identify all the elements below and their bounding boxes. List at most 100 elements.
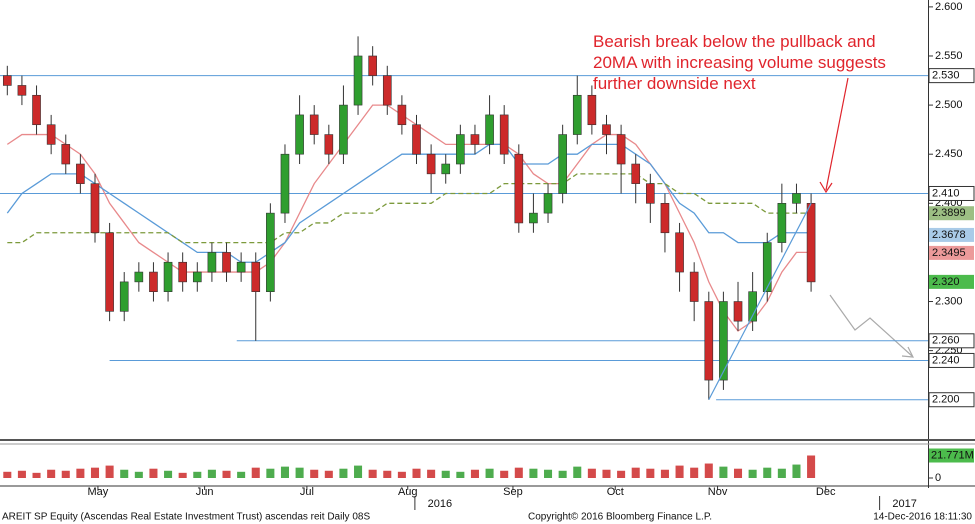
volume-bar [456, 471, 465, 478]
volume-bar [207, 469, 216, 478]
volume-bar [719, 466, 728, 478]
candle-body [17, 85, 27, 96]
candle-body [499, 114, 509, 155]
annotation: further downside next [593, 74, 756, 93]
projection-arrow [829, 294, 913, 357]
level-label-box [928, 185, 975, 201]
candle-body [324, 134, 334, 155]
price-label-box [929, 245, 974, 260]
volume-bar [470, 469, 479, 478]
candle-body [163, 261, 173, 292]
candle-body [660, 203, 670, 234]
volume-bar [3, 471, 12, 478]
candle-body [178, 261, 187, 283]
candle-body [675, 232, 684, 273]
volume-bar [587, 468, 596, 478]
moving-average [6, 104, 812, 332]
candle-body [134, 271, 144, 283]
candle-body [251, 261, 261, 292]
volume-bar [690, 467, 699, 478]
moving-average [6, 143, 812, 263]
candle-body [704, 301, 714, 381]
volume-bar [514, 467, 523, 478]
level-label-box [928, 333, 975, 349]
candle-body [646, 183, 655, 204]
year-label: 2017 [892, 498, 916, 510]
candle-body [733, 301, 743, 322]
volume-bar [792, 464, 801, 478]
volume-bar [500, 470, 509, 478]
candle-body [543, 193, 553, 214]
x-tick-label: May [88, 486, 109, 498]
volume-bar [266, 468, 275, 478]
y-tick-label: 2.550 [935, 50, 963, 62]
candle-body [222, 252, 231, 273]
volume-bar [251, 467, 260, 478]
candle-body [631, 163, 641, 184]
candle-body [236, 261, 246, 273]
volume-bar [324, 470, 333, 478]
volume-bar [733, 468, 743, 478]
volume-bar [61, 470, 70, 478]
price-label-box [929, 206, 974, 221]
candle-body [309, 114, 319, 135]
volume-bar [90, 467, 100, 478]
volume-bar [17, 470, 26, 478]
candle-body [426, 153, 436, 175]
x-tick-label: Jun [196, 486, 214, 498]
volume-bar [368, 469, 377, 478]
volume-bar [427, 469, 436, 478]
volume-bar [222, 470, 231, 478]
y-tick-label: 2.450 [935, 148, 963, 160]
candle-body [32, 94, 41, 126]
y-tick-label: 2.300 [935, 295, 963, 307]
x-tick-label: Dec [816, 486, 836, 498]
price-label: 2.3495 [932, 247, 966, 259]
candle-body [572, 94, 582, 135]
volume-bar [441, 470, 450, 478]
candle-body [792, 193, 801, 204]
volume-bar [354, 465, 363, 478]
volume-bar [617, 470, 626, 478]
level-label: 2.260 [932, 335, 960, 347]
trendline [708, 203, 812, 401]
volume-tick-label: 0 [935, 472, 941, 484]
candle-body [119, 281, 129, 312]
candle-body [192, 271, 202, 283]
volume-bar [777, 468, 786, 478]
volume-bar [193, 471, 202, 478]
price-label-box [929, 227, 974, 242]
candle-body [46, 124, 56, 145]
candle-body [806, 203, 816, 283]
level-label: 2.530 [932, 70, 960, 82]
level-label: 2.240 [932, 354, 960, 366]
volume-bar [105, 465, 114, 478]
candle-body [777, 203, 787, 243]
x-tick-label: Nov [708, 486, 728, 498]
candle-body [61, 144, 71, 165]
volume-bar [383, 470, 392, 478]
volume-label: 21.771M [931, 449, 974, 461]
volume-bar [47, 469, 56, 478]
candle-body [587, 94, 597, 126]
candle-body [76, 163, 85, 184]
volume-bar [646, 468, 655, 478]
level-label-box [928, 68, 975, 84]
volume-bar [178, 472, 187, 478]
candle-body [353, 55, 363, 106]
volume-bar [397, 471, 406, 478]
candle-body [748, 291, 757, 322]
candle-body [295, 114, 304, 155]
candle-body [470, 134, 480, 145]
candle-body [412, 124, 421, 155]
price-label: 2.3899 [932, 207, 966, 219]
volume-bar [32, 472, 41, 478]
candle-body [558, 134, 567, 194]
year-label: 2016 [428, 498, 452, 510]
candle-body [382, 75, 392, 106]
candle-body [456, 134, 465, 165]
volume-bar [485, 468, 494, 478]
candle-body [762, 242, 772, 292]
candle-body [368, 55, 377, 76]
